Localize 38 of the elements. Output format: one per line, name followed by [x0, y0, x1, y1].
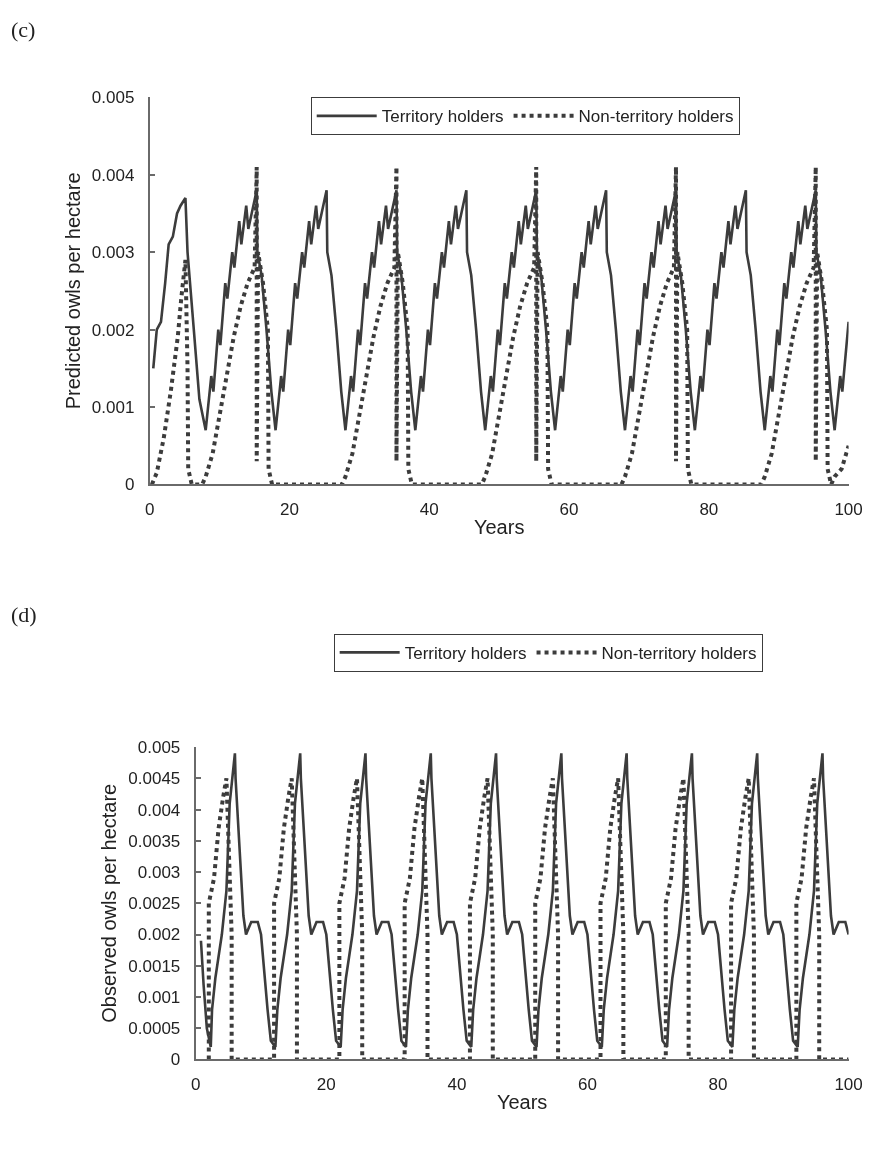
x-tick-label: 80	[708, 1074, 728, 1094]
y-tick-label: 0.005	[137, 738, 181, 758]
x-tick-label: 100	[834, 499, 863, 519]
y-axis-title: Predicted owls per hectare	[61, 172, 84, 410]
y-tick-label: 0	[170, 1050, 181, 1070]
x-tick-label: 40	[419, 499, 439, 519]
x-tick-label: 60	[577, 1074, 597, 1094]
x-tick-label: 40	[447, 1074, 467, 1094]
legend-label: Non-territory holders	[601, 644, 757, 664]
x-axis-title: Years	[496, 1090, 548, 1113]
x-axis-title: Years	[473, 515, 525, 538]
y-tick-label: 0.002	[91, 320, 135, 340]
x-tick-label: 20	[280, 499, 300, 519]
y-tick-label: 0.004	[137, 800, 181, 820]
x-tick-label: 20	[316, 1074, 336, 1094]
y-tick-label: 0.0015	[128, 956, 181, 976]
y-tick-label: 0.0045	[128, 769, 181, 789]
y-axis-title: Observed owls per hectare	[98, 783, 121, 1023]
y-tick-label: 0.002	[137, 925, 181, 945]
y-tick-label: 0.003	[91, 243, 135, 263]
y-tick-label: 0	[124, 475, 135, 495]
y-tick-label: 0.001	[137, 987, 181, 1007]
chart-title: (c)	[11, 17, 36, 42]
y-tick-label: 0.001	[91, 397, 135, 417]
legend-label: Territory holders	[381, 107, 504, 127]
y-tick-label: 0.0025	[128, 894, 181, 914]
y-tick-label: 0.0005	[128, 1019, 181, 1039]
x-tick-label: 60	[559, 499, 579, 519]
y-tick-label: 0.005	[91, 88, 135, 108]
y-tick-label: 0.004	[91, 165, 135, 185]
x-tick-label: 100	[834, 1074, 863, 1094]
legend-label: Non-territory holders	[578, 107, 734, 127]
chart-title: (d)	[11, 602, 37, 627]
x-tick-label: 80	[699, 499, 719, 519]
y-tick-label: 0.0035	[128, 831, 181, 851]
legend-label: Territory holders	[404, 644, 527, 664]
x-tick-label: 0	[191, 1074, 201, 1094]
y-tick-label: 0.003	[137, 862, 181, 882]
